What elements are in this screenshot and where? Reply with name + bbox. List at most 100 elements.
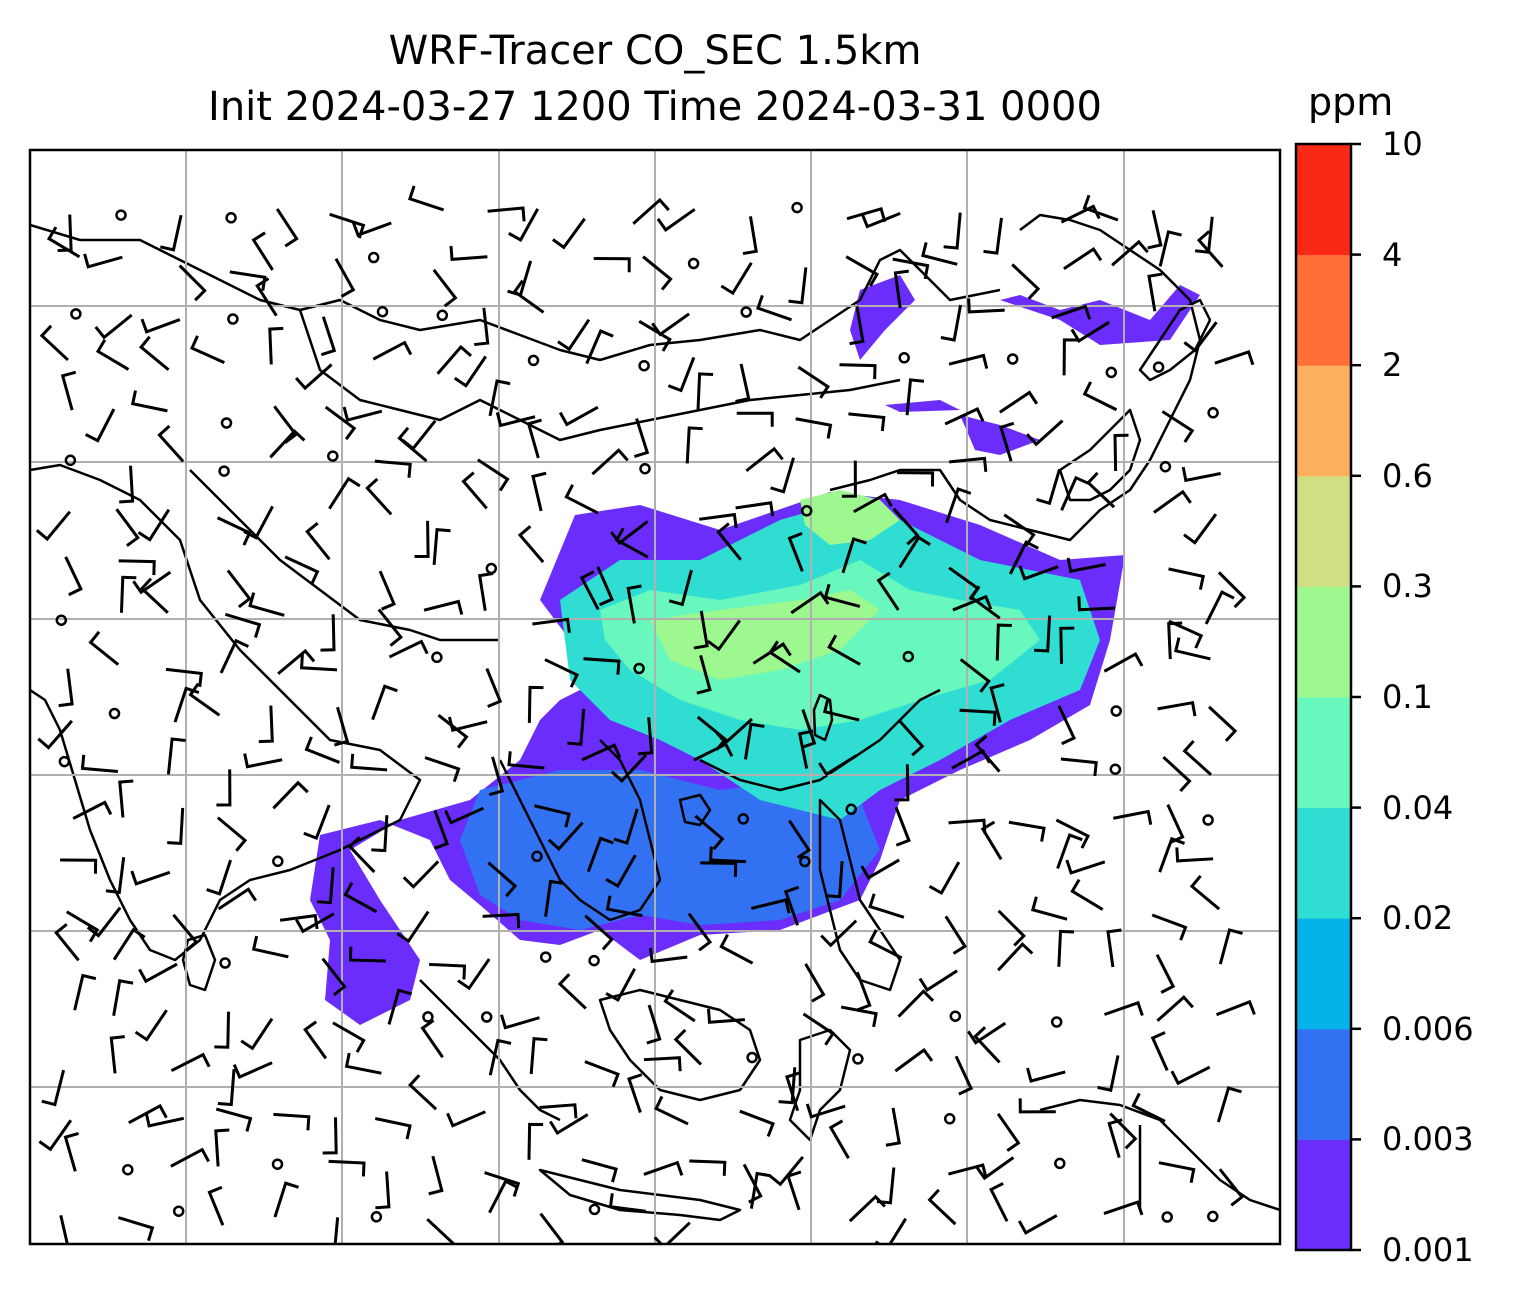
wind-barb	[593, 256, 631, 273]
wind-barb	[1008, 540, 1039, 575]
wind-barb	[105, 857, 126, 895]
wind-barb	[995, 623, 1012, 661]
wind-barb	[495, 411, 536, 428]
wind-barb	[80, 754, 119, 774]
wind-barb	[119, 465, 135, 504]
calm-wind-marker	[327, 450, 339, 462]
calm-wind-marker	[108, 707, 121, 720]
coastline-india	[30, 463, 422, 962]
wind-barb	[457, 958, 491, 991]
map-frame	[28, 148, 1282, 1246]
wind-barb	[736, 411, 774, 427]
wind-barb	[1196, 230, 1224, 268]
wind-barb	[214, 1011, 231, 1049]
wind-barb	[444, 806, 484, 825]
wind-barb	[1018, 1098, 1056, 1114]
wind-barb	[885, 1107, 901, 1147]
wind-barb	[742, 216, 758, 256]
colorbar	[1296, 142, 1361, 1252]
wind-barb	[64, 556, 83, 597]
calm-wind-marker	[480, 1011, 493, 1023]
wind-barb	[488, 1038, 512, 1076]
wind-barb	[137, 508, 171, 542]
wind-barb	[170, 1147, 210, 1168]
wind-barb	[115, 508, 140, 547]
calm-wind-marker	[1202, 814, 1214, 826]
wind-barb	[627, 1073, 643, 1114]
wind-barb	[693, 742, 734, 762]
wind-barb	[648, 947, 688, 964]
wind-barb	[1034, 615, 1052, 653]
map-area	[30, 150, 1280, 1244]
wind-barb	[663, 989, 696, 1023]
wind-barb	[320, 614, 336, 652]
wind-barb	[429, 962, 467, 980]
wind-barb	[750, 898, 791, 914]
wind-barb	[983, 217, 1003, 255]
wind-barb	[165, 667, 203, 687]
wind-barb	[544, 658, 579, 688]
wind-barb	[787, 531, 804, 572]
wind-barb	[552, 217, 586, 250]
calm-wind-marker	[1054, 1157, 1066, 1170]
wind-barb	[1036, 468, 1061, 506]
wind-barb	[488, 379, 511, 417]
wind-barb	[138, 335, 170, 371]
wind-barb	[396, 910, 430, 944]
wind-barb	[959, 658, 991, 693]
wind-barb	[423, 599, 464, 615]
wind-barb	[549, 1113, 589, 1136]
wind-barb	[557, 973, 587, 1010]
wind-barb	[980, 820, 1003, 861]
wind-barb	[581, 743, 622, 762]
wind-barb	[508, 208, 540, 242]
wind-barb	[1113, 809, 1153, 825]
wind-barb	[735, 501, 775, 517]
wind-barb	[351, 221, 392, 238]
calm-wind-marker	[799, 855, 811, 868]
wind-barb	[59, 1215, 69, 1244]
colorbar-bin	[1296, 254, 1351, 366]
wind-barb	[328, 476, 361, 510]
wind-barb	[157, 424, 185, 463]
tracer-region-north-4	[885, 400, 960, 412]
calm-wind-marker	[431, 651, 443, 664]
wind-barb	[251, 231, 274, 271]
wind-barb	[743, 722, 765, 760]
wind-barb	[484, 1171, 521, 1197]
wind-barb	[316, 867, 335, 905]
wind-barb	[144, 1112, 185, 1128]
wind-barb	[73, 973, 97, 1011]
wind-barb	[795, 417, 833, 439]
wind-barb	[894, 806, 911, 847]
wind-barb	[1086, 471, 1116, 509]
wind-barb	[788, 267, 808, 305]
wind-barb	[841, 460, 857, 498]
wind-barb	[397, 426, 428, 463]
wind-barb	[848, 412, 886, 432]
wind-barb	[375, 1171, 391, 1210]
wind-barb	[453, 355, 487, 388]
wind-barb	[1060, 475, 1089, 511]
wind-barb	[527, 685, 544, 723]
wind-barb	[206, 859, 232, 896]
wind-barb	[88, 630, 120, 666]
wind-barb	[1059, 626, 1075, 664]
wind-barb	[918, 969, 958, 992]
wind-barb	[828, 1119, 850, 1160]
calm-wind-marker	[852, 1053, 864, 1065]
wind-barb	[132, 570, 172, 595]
wind-barb	[58, 668, 74, 708]
wind-barb	[1065, 859, 1106, 875]
wind-barb	[948, 1163, 988, 1179]
calm-wind-marker	[1207, 1210, 1219, 1223]
wind-barb	[605, 967, 637, 1002]
calm-wind-marker	[1110, 705, 1122, 717]
wind-barb	[626, 584, 642, 624]
wind-barb	[140, 318, 181, 334]
coastline-korea	[1058, 408, 1142, 502]
wind-barb	[756, 294, 793, 322]
wind-barb	[322, 1117, 338, 1155]
wind-barb	[894, 1047, 934, 1073]
wind-barb	[897, 989, 935, 1018]
